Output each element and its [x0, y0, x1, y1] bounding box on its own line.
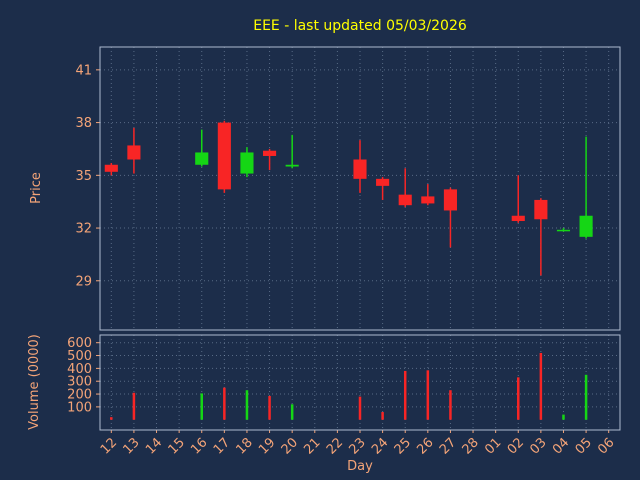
price-tick-label: 32	[75, 222, 92, 237]
volume-tick-label: 300	[67, 375, 92, 390]
candle-body-day-13	[127, 145, 141, 160]
volume-bar-day-18	[245, 390, 249, 420]
candle-body-day-02	[511, 215, 525, 222]
volume-tick-label: 400	[67, 362, 92, 377]
volume-bar-day-20	[290, 404, 294, 420]
candle-body-day-17	[217, 122, 231, 190]
candle-body-day-25	[398, 194, 412, 206]
x-tick-label: 05	[573, 435, 595, 457]
candle-body-day-23	[353, 159, 367, 179]
x-axis-label: Day	[347, 459, 373, 474]
candle-body-day-16	[195, 152, 209, 165]
candle-body-day-24	[376, 178, 390, 186]
x-tick-label: 13	[120, 435, 142, 457]
volume-bar-day-17	[223, 387, 226, 420]
volume-bar-day-03	[539, 352, 543, 420]
candle-body-day-05	[579, 215, 593, 237]
volume-bar-day-26	[426, 370, 430, 420]
x-tick-label: 27	[437, 435, 459, 457]
volume-bar-day-24	[381, 412, 384, 420]
volume-bar-day-12	[110, 417, 113, 420]
price-tick-label: 29	[75, 274, 92, 289]
x-tick-label: 12	[98, 435, 120, 457]
volume-bar-day-02	[517, 377, 520, 420]
x-tick-label: 21	[301, 435, 323, 457]
candle-body-day-12	[104, 164, 118, 172]
volume-bar-day-25	[403, 370, 407, 420]
volume-bar-day-16	[200, 393, 203, 420]
x-tick-label: 26	[414, 435, 436, 457]
x-tick-label: 18	[233, 435, 255, 457]
volume-panel-border	[99, 334, 621, 431]
x-tick-label: 20	[279, 435, 301, 457]
x-tick-label: 25	[392, 435, 414, 457]
volume-bar-day-27	[449, 390, 452, 420]
volume-tick-label: 500	[67, 349, 92, 364]
x-tick-label: 17	[211, 435, 233, 457]
x-tick-label: 15	[166, 435, 188, 457]
volume-bar-day-23	[358, 396, 362, 420]
volume-axis-label: Volume (0000)	[27, 334, 42, 430]
candle-body-day-19	[263, 150, 277, 156]
x-tick-label: 24	[369, 435, 391, 457]
x-tick-label: 03	[527, 435, 549, 457]
price-tick-label: 38	[75, 116, 92, 131]
volume-tick-label: 100	[67, 400, 92, 415]
x-tick-label: 06	[595, 435, 617, 457]
candle-body-day-04	[556, 229, 571, 232]
candle-body-day-20	[285, 164, 299, 167]
volume-bar-day-04	[562, 414, 565, 420]
price-tick-label: 41	[75, 63, 92, 78]
x-tick-label: 01	[482, 435, 504, 457]
candle-body-day-03	[534, 199, 548, 220]
x-tick-label: 19	[256, 435, 278, 457]
price-tick-label: 35	[75, 169, 92, 184]
x-tick-label: 23	[347, 435, 369, 457]
x-tick-label: 04	[550, 435, 572, 457]
x-tick-label: 22	[324, 435, 346, 457]
candle-body-day-27	[443, 189, 457, 211]
x-tick-label: 14	[143, 435, 165, 457]
x-tick-label: 16	[188, 435, 210, 457]
price-panel-border	[99, 46, 621, 331]
price-axis-label: Price	[29, 172, 44, 204]
volume-bar-day-05	[584, 374, 588, 420]
volume-bar-day-13	[132, 392, 136, 420]
candle-body-day-18	[240, 152, 254, 174]
volume-bar-day-19	[268, 395, 271, 420]
candle-body-day-26	[421, 196, 435, 204]
volume-tick-label: 600	[67, 336, 92, 351]
chart-title: EEE - last updated 05/03/2026	[253, 18, 467, 34]
x-tick-label: 02	[505, 435, 527, 457]
x-tick-label: 28	[460, 435, 482, 457]
data-layer	[104, 120, 593, 420]
volume-tick-label: 200	[67, 388, 92, 403]
